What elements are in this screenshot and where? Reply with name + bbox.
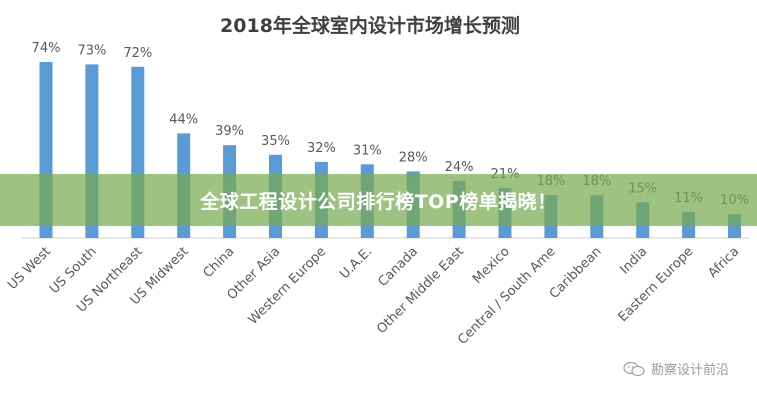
data-label: 32%	[307, 141, 336, 156]
data-label: 28%	[399, 150, 428, 165]
data-label: 74%	[32, 41, 61, 56]
chart-title: 2018年全球室内设计市场增长预测	[220, 14, 520, 37]
watermark: 勘察设计前沿	[623, 359, 729, 378]
category-tick-label: Western Europe	[246, 244, 330, 328]
data-label: 31%	[353, 143, 382, 158]
data-label: 35%	[261, 134, 290, 149]
category-tick-label: Africa	[706, 244, 743, 281]
headline-banner-text: 全球工程设计公司排行榜TOP榜单揭晓！	[200, 190, 557, 213]
wechat-icon	[623, 361, 645, 376]
category-tick-label: China	[201, 244, 238, 281]
category-tick-label: India	[617, 244, 650, 277]
category-tick-label: Mexico	[470, 244, 513, 287]
category-tick-label: U.A.E.	[337, 244, 375, 282]
data-label: 73%	[77, 43, 106, 58]
watermark-text: 勘察设计前沿	[650, 363, 729, 378]
data-label: 72%	[123, 46, 152, 61]
data-label: 39%	[215, 124, 244, 139]
headline-banner[interactable]: 全球工程设计公司排行榜TOP榜单揭晓！	[0, 174, 757, 226]
category-tick-label: Canada	[375, 244, 421, 290]
data-label: 24%	[445, 160, 474, 175]
category-tick-label: Other Middle East	[374, 244, 467, 337]
data-label: 44%	[169, 112, 198, 127]
